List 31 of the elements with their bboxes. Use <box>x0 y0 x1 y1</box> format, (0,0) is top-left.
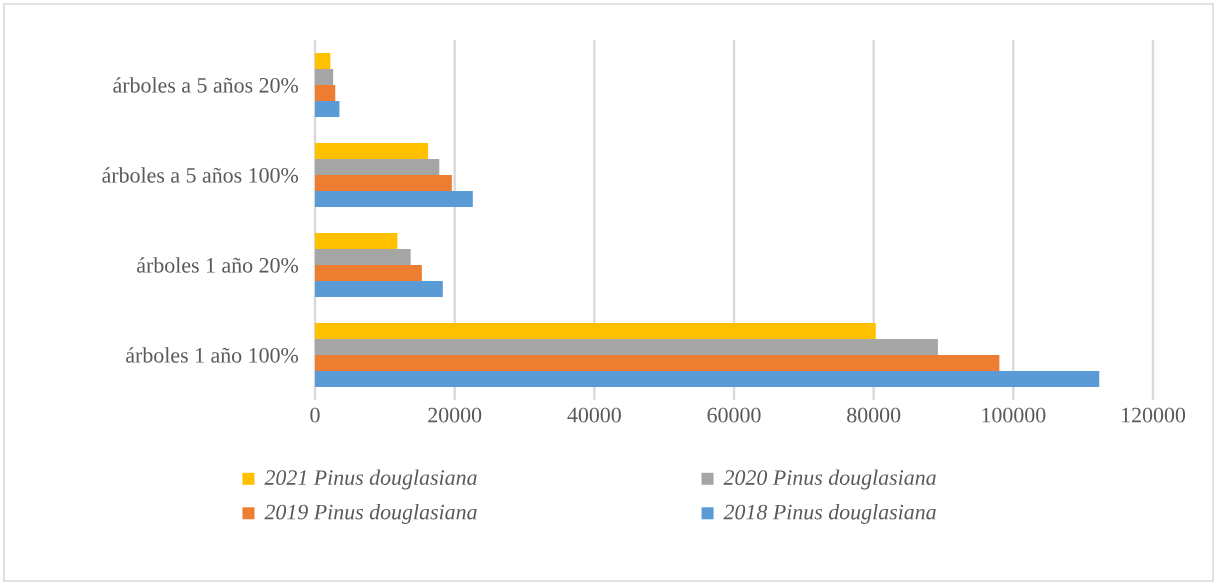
x-tick-label: 100000 <box>982 407 1046 423</box>
y-tick-label: árboles a 5 años 20% <box>113 77 299 93</box>
y-tick-label: árboles 1 año 100% <box>126 347 299 363</box>
x-tick-label: 120000 <box>1122 407 1186 423</box>
bar <box>315 355 1000 371</box>
bar <box>315 323 876 339</box>
bar <box>315 191 473 207</box>
bar <box>315 143 429 159</box>
y-tick-label: árboles 1 año 20% <box>137 257 299 273</box>
bar <box>315 249 411 265</box>
y-tick-label: árboles a 5 años 100% <box>102 167 299 183</box>
x-tick-label: 40000 <box>567 407 621 423</box>
bar <box>315 85 336 102</box>
bar <box>315 281 443 297</box>
x-tick-label: 20000 <box>428 407 482 423</box>
x-tick-label: 80000 <box>847 407 901 423</box>
bar <box>315 175 452 191</box>
legend-label: 2018 Pinus douglasiana <box>723 504 936 524</box>
legend-label: 2019 Pinus douglasiana <box>264 504 477 524</box>
bar <box>315 101 340 118</box>
bar <box>315 265 422 281</box>
legend-label: 2021 Pinus douglasiana <box>264 469 477 490</box>
x-tick-label: 0 <box>310 407 320 423</box>
bar <box>315 339 938 355</box>
bar <box>315 159 440 175</box>
bar <box>315 69 334 86</box>
bar <box>315 53 331 70</box>
bar <box>315 371 1100 387</box>
legend-label: 2020 Pinus douglasiana <box>723 469 936 490</box>
bar <box>315 233 398 249</box>
x-tick-label: 60000 <box>707 407 761 423</box>
